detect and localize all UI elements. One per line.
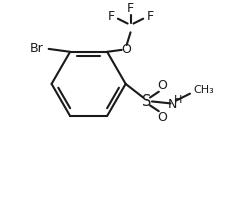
Text: F: F [108, 10, 115, 23]
Text: N: N [168, 98, 177, 111]
Text: O: O [157, 79, 167, 92]
Text: O: O [157, 110, 167, 124]
Text: CH₃: CH₃ [193, 85, 214, 95]
Text: S: S [142, 94, 152, 109]
Text: Br: Br [30, 42, 44, 55]
Text: F: F [146, 10, 154, 23]
Text: F: F [127, 2, 134, 15]
Text: O: O [122, 43, 132, 56]
Text: H: H [174, 95, 182, 105]
